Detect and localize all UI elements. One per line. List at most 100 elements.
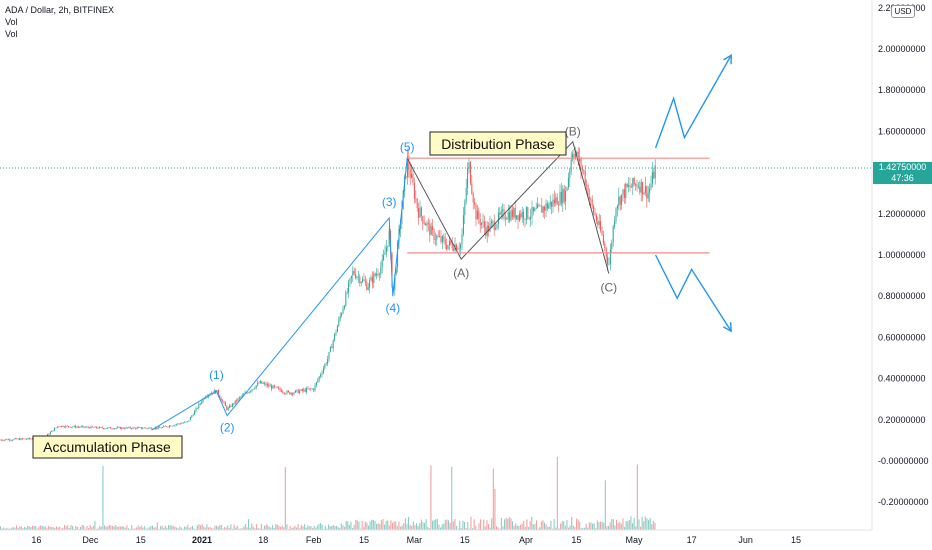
volume-bar [313,525,315,530]
volume-bar [588,522,590,530]
volume-bar [118,526,120,530]
candle [308,388,310,390]
volume-bar [204,527,206,530]
wave-label: (2) [220,421,235,435]
volume-bar [345,521,347,530]
volume-bar [196,525,198,530]
price-axis[interactable]: 2.200000002.000000001.800000001.60000000… [878,3,929,507]
candle [54,427,56,432]
volume-bar [33,525,35,530]
volume-bar [459,520,461,530]
candle [220,397,222,401]
candle [353,267,355,276]
volume-legend-2[interactable]: Vol [5,29,18,39]
volume-bar [473,519,475,530]
candle [28,437,30,440]
volume-bar [291,528,293,530]
volume-bar [216,525,218,530]
volume-bar [163,527,165,530]
candle [621,194,623,210]
volume-bar [561,521,563,530]
volume-bar [17,527,19,530]
candle [581,164,583,174]
volume-bar [244,524,246,530]
volume-bar [73,528,75,530]
volume-bar [230,524,232,530]
candle [161,426,163,429]
volume-bar [278,525,280,530]
candle [166,426,168,428]
candle [342,305,344,315]
volume-bar [24,527,26,530]
volume-bar [238,528,240,530]
candle [406,148,408,185]
volume-bar [595,528,597,530]
time-axis[interactable]: 16 Dec 15 2021 18 Feb 15 Mar 15 Apr 15 May 17 Jun 15 [31,535,801,545]
candle [287,390,289,393]
candle [282,390,284,395]
volume-bar [208,527,210,530]
volume-bar [187,524,189,530]
candle [55,427,57,429]
candle [559,184,561,206]
candle [301,388,303,393]
volume-bar [470,516,472,530]
volume-bar [337,527,339,530]
candle [129,426,131,430]
candle [647,185,649,202]
candle [325,362,327,366]
volume-bar [617,523,619,530]
candle [275,386,277,388]
candle [13,438,15,441]
wave-label: (4) [385,301,400,315]
volume-bar [368,525,370,530]
volume-bar [654,522,656,530]
accumulation-label: Accumulation Phase [43,439,171,455]
candle [125,426,127,430]
currency-badge[interactable]: USD [891,5,915,18]
corrective-label: (C) [600,281,617,295]
candle [650,175,652,191]
candle [349,277,351,287]
candle [19,437,21,441]
volume-bar [284,467,286,530]
volume-bar [320,523,322,530]
candle [534,206,536,212]
candle [238,396,240,401]
candle [23,438,25,440]
candle [380,261,382,279]
candle [544,205,546,219]
volume-bar [25,527,27,530]
candle [147,427,149,430]
price-tick-label: 1.80000000 [878,85,926,95]
candle [118,426,120,428]
candle [488,222,490,237]
volume-bar [521,523,523,530]
volume-bar [548,526,550,530]
candle [427,218,429,232]
volume-bar [232,528,234,530]
volume-bar [112,526,114,530]
symbol-title[interactable]: ADA / Dollar, 2h, BITFINEX [5,5,115,15]
time-tick-label: Jun [738,535,753,545]
volume-bar [126,525,128,530]
candle [262,381,264,385]
candle [345,290,347,307]
candle [356,275,358,281]
candle [131,427,133,430]
candle [70,426,72,429]
volume-bar [307,525,309,530]
volume-bar [625,521,627,530]
volume-bar [276,524,278,530]
volume-bar [43,526,45,530]
volume-bar [62,527,64,530]
volume-bar [427,527,429,530]
volume-legend[interactable]: Vol [5,17,18,27]
volume-bar [81,525,83,530]
candle [479,213,481,233]
candle [362,276,364,284]
candle [322,365,324,375]
candle [359,273,361,287]
volume-bar [220,525,222,530]
